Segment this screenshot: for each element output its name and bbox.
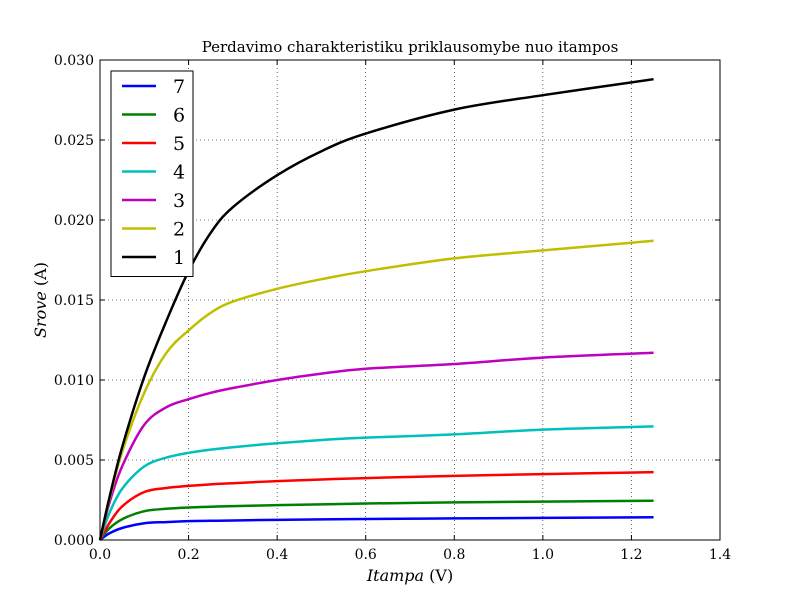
series-line-7: [99, 516, 654, 542]
legend-label-2: 2: [173, 219, 185, 241]
x-tick-label: 0.2: [177, 547, 199, 563]
chart-title: Perdavimo charakteristiku priklausomybe …: [202, 38, 619, 56]
legend-box: [110, 70, 194, 277]
x-tick-label: 1.0: [532, 547, 554, 563]
legend-label-5: 5: [173, 133, 185, 155]
y-axis-title-main: Srove: [31, 291, 50, 338]
y-tick-label: 0.015: [54, 293, 94, 309]
x-tick-label: 1.4: [709, 547, 731, 563]
legend-label-6: 6: [173, 105, 185, 127]
series-line-4: [98, 425, 654, 541]
series-line-6: [99, 499, 654, 541]
x-tick-label: 0.0: [89, 547, 111, 563]
x-tick-label: 1.2: [620, 547, 642, 563]
y-tick-label: 0.020: [54, 213, 94, 229]
series-layer: [98, 77, 654, 542]
y-tick-label: 0.000: [54, 533, 94, 549]
legend-label-3: 3: [173, 190, 185, 212]
y-axis-title-unit: (A): [31, 262, 50, 291]
x-tick-label: 0.4: [266, 547, 288, 563]
series-line-1: [98, 77, 654, 541]
series-line-2: [98, 239, 654, 541]
x-axis-title: Itampa (V): [366, 566, 453, 585]
y-axis-title: Srove (A): [31, 262, 50, 338]
x-axis-title-main: Itampa: [366, 566, 424, 585]
y-tick-label: 0.025: [54, 133, 94, 149]
series-line-5: [98, 470, 654, 541]
legend-label-7: 7: [173, 76, 185, 98]
legend-label-1: 1: [173, 247, 185, 269]
grid: [100, 60, 720, 540]
legend: 7 6 5 4 3 2 1: [110, 70, 194, 277]
series-line-3: [98, 351, 654, 541]
y-tick-label: 0.030: [54, 53, 94, 69]
x-axis: 0.0 0.2 0.4 0.6 0.8 1.0 1.2 1.4: [89, 60, 731, 563]
y-tick-label: 0.010: [54, 373, 94, 389]
y-tick-label: 0.005: [54, 453, 94, 469]
x-tick-label: 0.6: [355, 547, 377, 563]
y-axis: 0.000 0.005 0.010 0.015 0.020 0.025 0.030: [54, 53, 720, 549]
x-tick-label: 0.8: [443, 547, 465, 563]
legend-label-4: 4: [173, 162, 185, 184]
x-axis-title-unit: (V): [424, 566, 453, 585]
